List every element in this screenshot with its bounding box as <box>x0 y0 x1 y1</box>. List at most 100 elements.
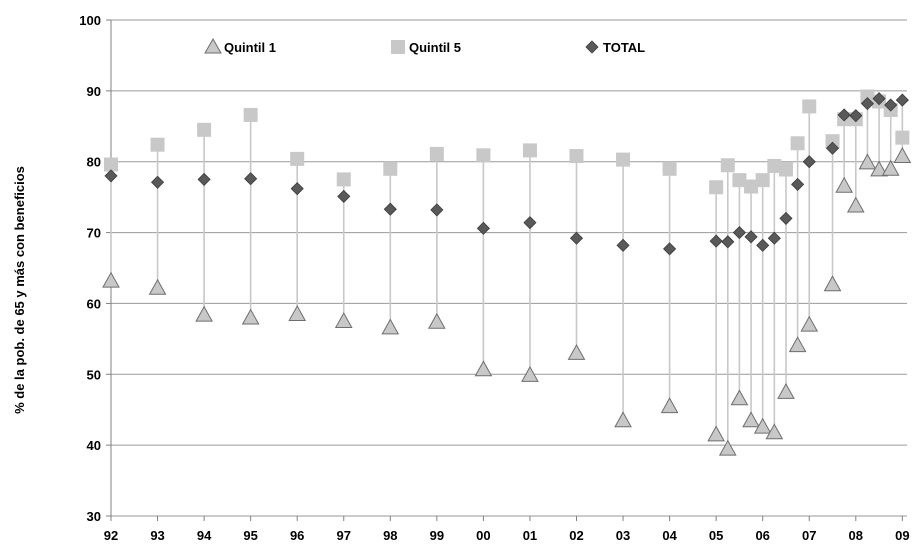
total-point <box>569 231 584 245</box>
x-tick-label: 96 <box>290 528 304 543</box>
total-point <box>744 230 758 244</box>
quintil-5-point <box>709 180 724 195</box>
total-point <box>860 97 874 111</box>
quintil-5-point <box>720 158 735 173</box>
legend-diamond-icon <box>585 40 599 54</box>
quintil-1-point <box>718 439 737 456</box>
x-tick-label: 95 <box>243 528 257 543</box>
total-point <box>523 216 537 230</box>
total-point <box>197 172 211 186</box>
y-tick-label: 80 <box>87 155 101 170</box>
quintil-1-point <box>660 397 679 414</box>
quintil-1-point <box>765 423 784 440</box>
total-point <box>337 189 351 203</box>
quintil-5-point <box>767 158 782 173</box>
quintil-1-point <box>823 275 842 292</box>
quintil-1-point <box>148 278 167 295</box>
legend-triangle-icon <box>204 37 222 54</box>
total-point <box>616 238 630 252</box>
quintil-1-point <box>870 160 888 177</box>
x-tick-label: 98 <box>383 528 397 543</box>
quintil-1-point <box>730 389 749 406</box>
quintil-5-point <box>243 107 258 122</box>
quintil-1-point <box>567 343 586 360</box>
quintil-5-point <box>755 173 770 188</box>
quintil-1-point <box>241 308 260 325</box>
x-tick-label: 93 <box>150 528 164 543</box>
x-tick-label: 00 <box>476 528 490 543</box>
x-tick-label: 03 <box>616 528 630 543</box>
y-axis-title: % de la pob. de 65 y más con beneficios <box>12 166 27 414</box>
total-point <box>732 226 746 240</box>
total-point <box>837 108 851 122</box>
quintil-5-point <box>150 137 165 152</box>
total-point <box>476 221 490 235</box>
quintil-5-point <box>429 146 444 161</box>
quintil-1-point <box>800 315 819 332</box>
total-point <box>895 93 909 107</box>
total-point <box>721 235 735 249</box>
legend-item: TOTAL <box>585 40 645 55</box>
x-tick-label: 01 <box>523 528 537 543</box>
quintil-5-point <box>802 99 817 114</box>
quintil-5-point <box>790 136 805 151</box>
quintil-1-point <box>788 336 807 353</box>
legend: Quintil 1 Quintil 5 TOTAL <box>204 37 645 55</box>
quintil-5-point <box>104 157 118 172</box>
total-point <box>849 109 863 123</box>
quintil-1-point <box>195 305 213 322</box>
legend-item: Quintil 1 <box>204 37 276 55</box>
total-point <box>150 175 165 189</box>
quintil-5-point <box>778 162 793 177</box>
total-point <box>709 234 723 248</box>
legend-square-icon <box>391 40 405 54</box>
data-markers <box>102 89 912 456</box>
y-tick-label: 30 <box>87 509 101 524</box>
x-tick-label: 92 <box>104 528 118 543</box>
quintil-1-point <box>753 417 772 434</box>
quintil-1-point <box>381 318 400 335</box>
quintil-1-point <box>427 312 446 329</box>
quintil-5-point <box>476 148 491 163</box>
x-tick-label: 99 <box>430 528 444 543</box>
legend-label: Quintil 5 <box>409 40 461 55</box>
total-point <box>383 202 397 216</box>
legend-item: Quintil 5 <box>391 40 461 55</box>
quintil-1-point <box>102 271 120 288</box>
x-tick-label: 08 <box>849 528 863 543</box>
quintil-1-point <box>707 425 725 442</box>
quintil-5-point <box>522 143 537 158</box>
quintil-1-point <box>742 411 760 428</box>
quintil-5-point <box>290 151 305 166</box>
x-tick-label: 06 <box>755 528 769 543</box>
quintil-5-point <box>336 172 351 187</box>
total-point <box>791 177 805 191</box>
quintil-1-point <box>846 196 865 213</box>
quintil-5-point <box>197 122 212 137</box>
x-tick-label: 94 <box>197 528 212 543</box>
quintil-5-point <box>732 173 747 188</box>
quintil-1-point <box>521 365 539 382</box>
y-tick-label: 90 <box>87 84 101 99</box>
y-axis: 30 40 50 60 70 80 90 100 <box>79 13 101 524</box>
quintil-1-point <box>881 159 900 176</box>
quintil-1-point <box>858 153 877 170</box>
x-axis: 92 93 94 95 96 97 98 99 00 01 02 03 04 05 06 07 08 09 <box>104 528 910 543</box>
total-point <box>825 141 840 155</box>
legend-label: TOTAL <box>603 40 645 55</box>
quintil-1-point <box>288 305 307 321</box>
total-point <box>756 238 770 252</box>
x-tick-label: 07 <box>802 528 816 543</box>
quintil-5-point <box>662 161 677 176</box>
y-tick-label: 70 <box>87 226 101 241</box>
quintil-5-point <box>825 134 840 149</box>
total-point <box>663 242 677 256</box>
quintil-5-point <box>895 130 910 145</box>
quintil-5-point <box>569 149 584 164</box>
x-tick-label: 04 <box>662 528 677 543</box>
quintil-5-point <box>744 179 759 194</box>
x-tick-label: 09 <box>895 528 909 543</box>
total-point <box>430 203 444 217</box>
total-point <box>884 98 898 112</box>
